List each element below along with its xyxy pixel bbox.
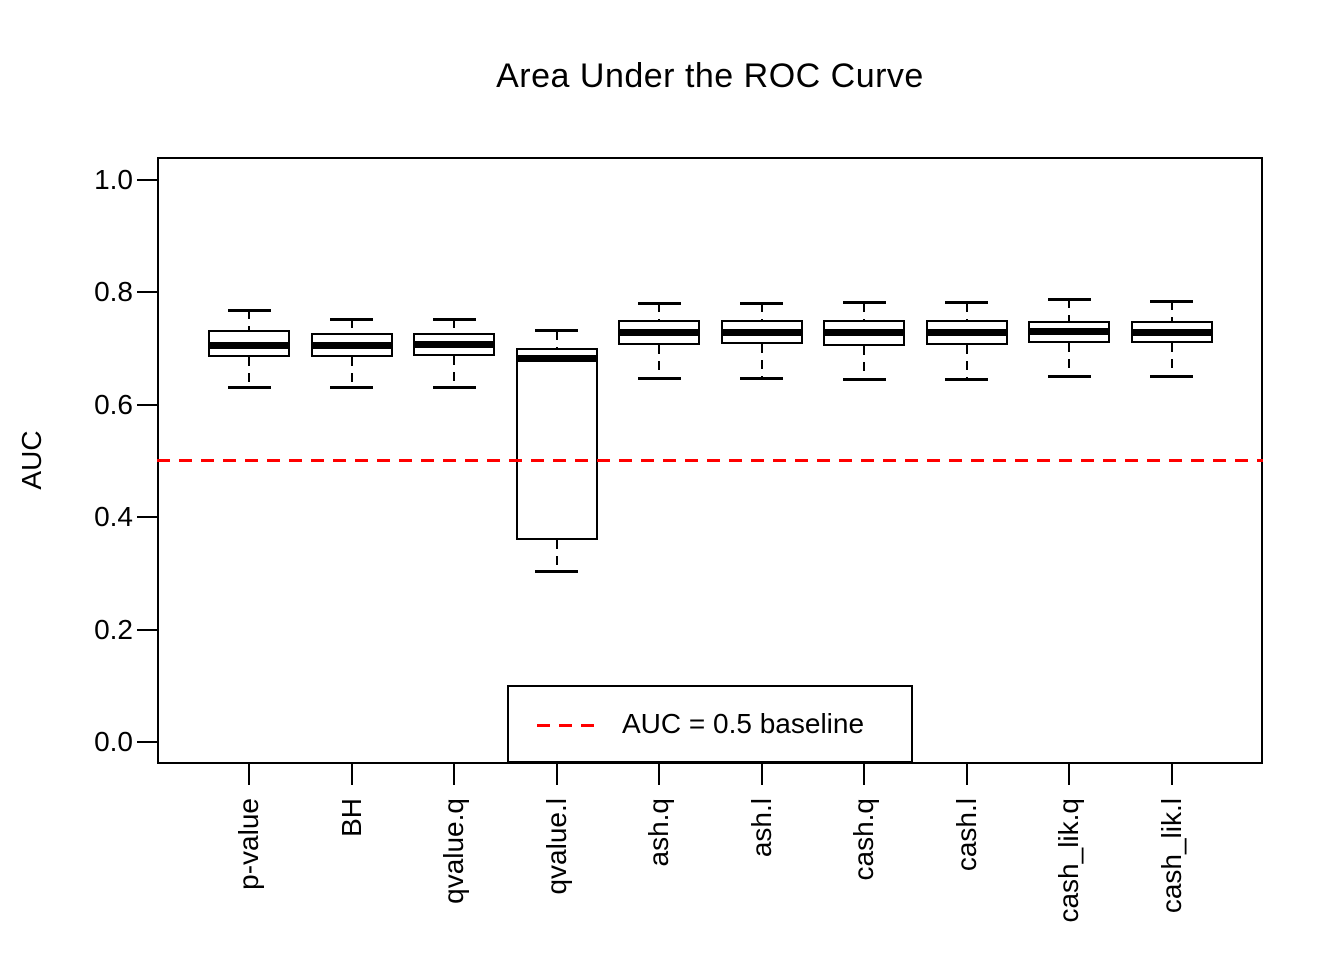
whisker-lower xyxy=(555,539,558,572)
whisker-cap-bottom xyxy=(740,377,783,381)
baseline-line xyxy=(157,459,1263,463)
x-axis-tick xyxy=(863,764,865,785)
whisker-cap-top xyxy=(740,301,783,305)
x-axis-tick xyxy=(350,764,353,785)
whisker-cap-top xyxy=(1150,299,1193,303)
whisker-cap-bottom xyxy=(535,570,578,574)
whisker-cap-bottom xyxy=(1047,374,1091,378)
whisker-cap-bottom xyxy=(227,386,271,390)
box-qvalue.l xyxy=(515,348,598,540)
whisker-upper xyxy=(1068,299,1070,321)
whisker-cap-bottom xyxy=(945,377,988,381)
x-axis-tick xyxy=(658,764,660,785)
whisker-upper xyxy=(760,303,763,321)
x-axis-label: ash.q xyxy=(643,798,674,867)
whisker-upper xyxy=(658,303,660,321)
whisker-upper xyxy=(965,302,968,321)
legend: AUC = 0.5 baseline xyxy=(507,685,913,763)
x-axis-label: p-value xyxy=(233,798,264,890)
whisker-lower xyxy=(1170,342,1173,377)
x-axis-tick xyxy=(248,764,250,785)
y-axis-tick xyxy=(137,516,157,518)
median-line xyxy=(720,329,803,336)
y-axis-label: AUC xyxy=(16,430,47,490)
whisker-lower xyxy=(453,356,455,388)
x-axis-tick xyxy=(760,764,763,785)
y-axis-tick xyxy=(137,178,157,181)
y-axis-tick xyxy=(137,291,157,293)
x-axis-label: cash.l xyxy=(950,798,982,872)
whisker-cap-top xyxy=(330,317,373,321)
x-axis-tick xyxy=(555,764,558,785)
whisker-lower xyxy=(760,344,763,379)
y-axis-tick xyxy=(137,403,157,406)
whisker-cap-top xyxy=(842,301,886,305)
y-axis-tick xyxy=(137,741,157,743)
whisker-lower xyxy=(658,344,660,379)
x-axis-label: cash.q xyxy=(848,798,879,881)
y-tick-label: 0.0 xyxy=(94,726,133,757)
whisker-lower xyxy=(1068,343,1070,377)
whisker-upper xyxy=(555,330,558,349)
whisker-upper xyxy=(863,302,865,320)
x-axis-label: BH xyxy=(335,798,367,837)
median-line xyxy=(925,329,1008,336)
legend-label: AUC = 0.5 baseline xyxy=(622,708,865,739)
x-axis-label: qvalue.q xyxy=(438,798,469,904)
whisker-cap-top xyxy=(432,317,476,321)
y-tick-label: 0.6 xyxy=(94,388,133,420)
x-axis-label: qvalue.l xyxy=(540,798,572,895)
whisker-upper xyxy=(1170,301,1173,321)
whisker-cap-top xyxy=(945,301,988,305)
whisker-lower xyxy=(965,344,968,380)
y-tick-label: 0.2 xyxy=(94,613,133,645)
y-tick-label: 0.8 xyxy=(94,276,133,307)
whisker-upper xyxy=(453,319,455,333)
x-axis-tick xyxy=(965,764,968,785)
x-axis-label: cash_lik.q xyxy=(1053,798,1084,923)
median-line xyxy=(1130,329,1213,336)
whisker-cap-top xyxy=(227,308,271,312)
median-line xyxy=(515,354,598,362)
whisker-cap-top xyxy=(535,329,578,333)
whisker-lower xyxy=(863,346,865,380)
whisker-upper xyxy=(350,319,353,333)
median-line xyxy=(823,329,905,336)
whisker-cap-bottom xyxy=(330,386,373,390)
median-line xyxy=(413,341,495,349)
median-line xyxy=(1028,328,1110,336)
median-line xyxy=(310,341,393,349)
y-tick-label: 1.0 xyxy=(94,163,133,195)
x-axis-label: cash_lik.l xyxy=(1155,798,1187,914)
chart-title: Area Under the ROC Curve xyxy=(496,57,924,95)
whisker-cap-bottom xyxy=(1150,374,1193,378)
whisker-cap-top xyxy=(1047,297,1091,301)
whisker-lower xyxy=(350,357,353,388)
whisker-upper xyxy=(248,310,250,331)
median-line xyxy=(618,329,700,336)
whisker-cap-bottom xyxy=(432,386,476,390)
median-line xyxy=(208,341,290,349)
x-axis-tick xyxy=(1068,764,1070,785)
whisker-cap-top xyxy=(637,301,681,305)
x-axis-label: ash.l xyxy=(745,798,777,858)
whisker-lower xyxy=(248,357,250,388)
x-axis-tick xyxy=(1170,764,1173,785)
y-tick-label: 0.4 xyxy=(94,501,133,532)
whisker-cap-bottom xyxy=(637,377,681,381)
y-axis-tick xyxy=(137,628,157,631)
x-axis-tick xyxy=(453,764,455,785)
legend-dashed-line-icon xyxy=(537,724,594,727)
whisker-cap-bottom xyxy=(842,377,886,381)
